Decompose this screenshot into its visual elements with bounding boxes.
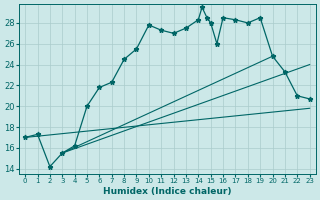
X-axis label: Humidex (Indice chaleur): Humidex (Indice chaleur)	[103, 187, 232, 196]
